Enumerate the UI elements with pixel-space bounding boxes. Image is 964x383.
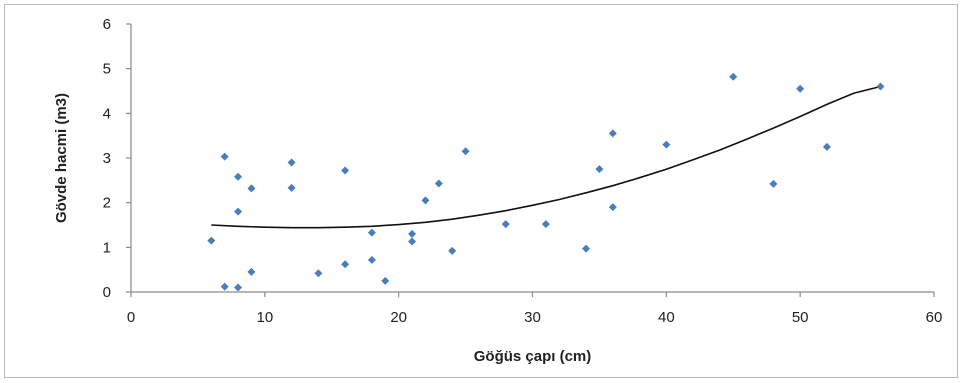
x-tick-label: 20 [390, 309, 407, 326]
y-ticks: 0 1 2 3 4 5 6 [103, 16, 131, 301]
data-point [234, 283, 243, 292]
data-point [247, 184, 256, 193]
data-point [448, 246, 457, 255]
y-tick-label: 1 [103, 239, 111, 256]
x-tick-label: 10 [256, 309, 273, 326]
data-point [341, 166, 350, 175]
x-ticks: 0 10 20 30 40 50 60 [127, 292, 943, 326]
data-point [367, 228, 376, 237]
y-tick-label: 0 [103, 284, 111, 301]
data-point [220, 282, 229, 291]
y-tick-label: 4 [103, 105, 111, 122]
data-point [608, 129, 617, 138]
data-point [876, 82, 885, 91]
data-point [822, 142, 831, 151]
data-point [408, 237, 417, 246]
data-points [207, 72, 885, 292]
data-point [501, 220, 510, 229]
data-point [434, 179, 443, 188]
axes [130, 24, 934, 293]
x-tick-label: 60 [926, 309, 943, 326]
chart-frame [4, 4, 958, 378]
data-point [408, 229, 417, 238]
x-tick-label: 40 [658, 309, 675, 326]
x-tick-label: 30 [524, 309, 541, 326]
x-tick-label: 0 [127, 309, 135, 326]
data-point [287, 183, 296, 192]
data-point [234, 207, 243, 216]
data-point [381, 276, 390, 285]
y-tick-label: 5 [103, 61, 111, 78]
data-point [234, 172, 243, 181]
data-point [341, 260, 350, 269]
data-point [287, 158, 296, 167]
trendline [211, 85, 881, 229]
data-point [367, 255, 376, 264]
y-tick-label: 2 [103, 195, 111, 212]
data-point [461, 147, 470, 156]
data-point [314, 269, 323, 278]
y-tick-label: 6 [103, 16, 111, 33]
data-point [247, 267, 256, 276]
data-point [796, 84, 805, 93]
data-point [220, 152, 229, 161]
x-axis-title: Göğüs çapı (cm) [474, 348, 592, 365]
data-point [729, 72, 738, 81]
data-point [662, 140, 671, 149]
y-tick-label: 3 [103, 150, 111, 167]
data-point [421, 196, 430, 205]
data-point [207, 236, 216, 245]
data-point [582, 244, 591, 253]
x-tick-label: 50 [792, 309, 809, 326]
data-point [595, 165, 604, 174]
data-point [769, 179, 778, 188]
y-axis-title: Gövde hacmi (m3) [53, 93, 70, 223]
data-point [608, 203, 617, 212]
data-point [541, 220, 550, 229]
